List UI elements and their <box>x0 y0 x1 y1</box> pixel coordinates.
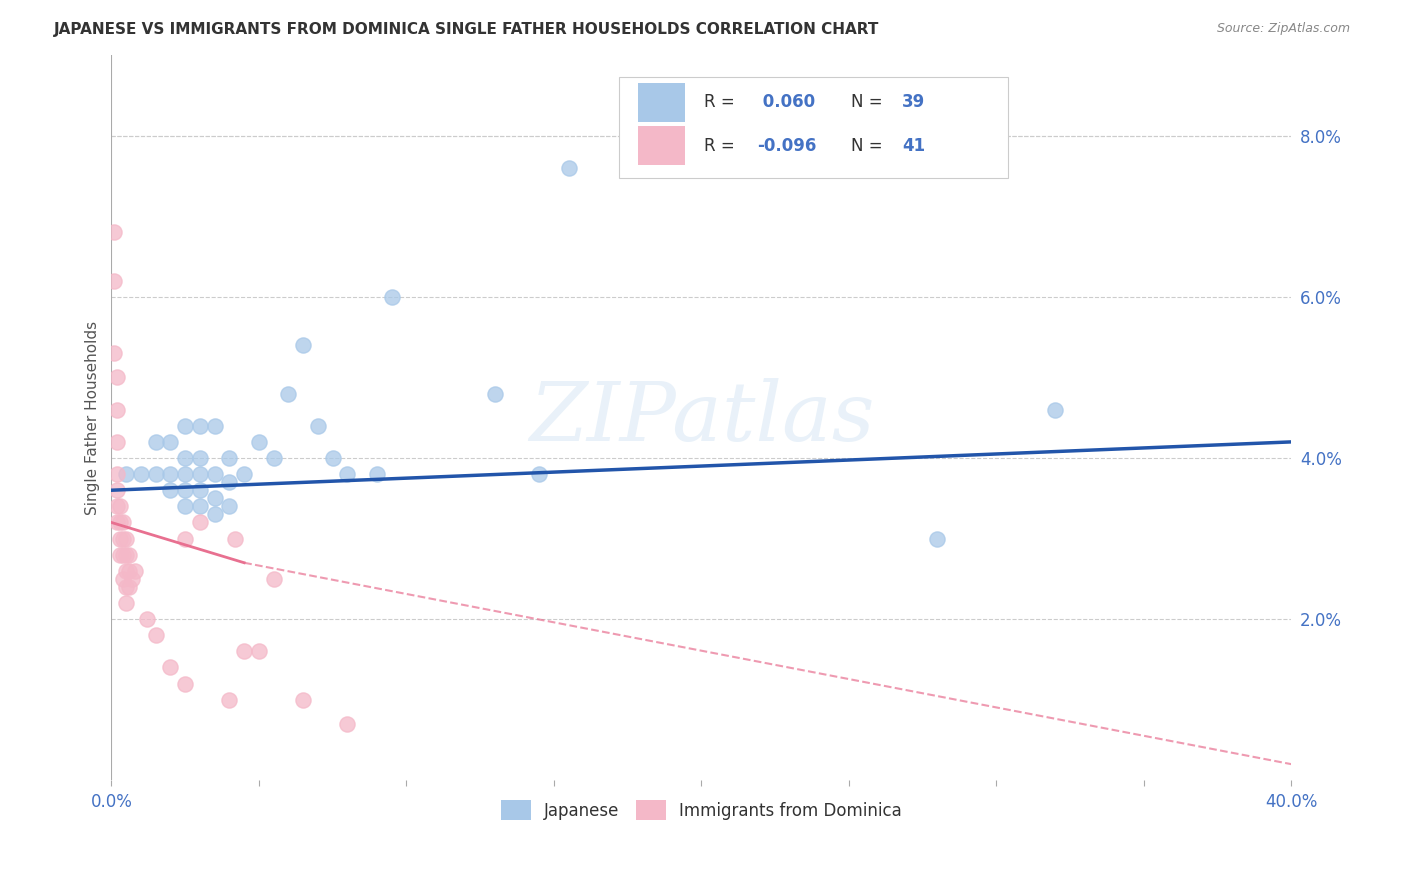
Point <box>322 450 344 465</box>
Point <box>336 467 359 482</box>
Point <box>115 580 138 594</box>
Point <box>218 500 240 514</box>
FancyBboxPatch shape <box>638 83 685 122</box>
Point <box>188 450 211 465</box>
Point <box>224 532 246 546</box>
Text: ZIPatlas: ZIPatlas <box>529 377 875 458</box>
Point <box>557 161 579 175</box>
Point <box>233 644 256 658</box>
Point <box>188 418 211 433</box>
Point <box>159 467 181 482</box>
Point <box>174 676 197 690</box>
Point <box>118 548 141 562</box>
Point <box>110 532 132 546</box>
Text: N =: N = <box>851 136 889 155</box>
Point <box>174 467 197 482</box>
Point <box>292 692 315 706</box>
Point <box>115 467 138 482</box>
Text: -0.096: -0.096 <box>756 136 817 155</box>
Point <box>105 467 128 482</box>
Point <box>159 434 181 449</box>
Point <box>927 532 949 546</box>
Point <box>129 467 152 482</box>
Point <box>484 386 506 401</box>
Point <box>115 564 138 578</box>
Point <box>115 548 138 562</box>
Text: R =: R = <box>704 136 740 155</box>
Point <box>103 226 125 240</box>
Point <box>121 572 143 586</box>
Point <box>105 370 128 384</box>
Point <box>381 290 404 304</box>
Point <box>105 500 128 514</box>
Text: 0.060: 0.060 <box>756 94 815 112</box>
Point <box>218 475 240 490</box>
Point <box>218 692 240 706</box>
Point <box>366 467 388 482</box>
Point <box>112 572 135 586</box>
Point <box>1045 402 1067 417</box>
Point <box>188 500 211 514</box>
Point <box>263 450 285 465</box>
Point <box>115 532 138 546</box>
Point <box>263 572 285 586</box>
Text: Source: ZipAtlas.com: Source: ZipAtlas.com <box>1216 22 1350 36</box>
Point <box>174 483 197 498</box>
Point <box>105 402 128 417</box>
Legend: Japanese, Immigrants from Dominica: Japanese, Immigrants from Dominica <box>494 794 908 826</box>
FancyBboxPatch shape <box>638 126 685 165</box>
Point <box>174 418 197 433</box>
Point <box>247 434 270 449</box>
Point <box>218 450 240 465</box>
Text: R =: R = <box>704 94 740 112</box>
Point <box>247 644 270 658</box>
Point <box>112 516 135 530</box>
Point <box>336 717 359 731</box>
Point <box>174 532 197 546</box>
Point <box>307 418 329 433</box>
Y-axis label: Single Father Households: Single Father Households <box>86 320 100 515</box>
Point <box>204 508 226 522</box>
Point <box>188 516 211 530</box>
Text: 39: 39 <box>903 94 925 112</box>
Point <box>145 434 167 449</box>
Point <box>103 346 125 360</box>
Point <box>159 660 181 674</box>
Point <box>292 338 315 352</box>
Point <box>174 500 197 514</box>
FancyBboxPatch shape <box>619 77 1008 178</box>
Point <box>112 548 135 562</box>
Point <box>110 516 132 530</box>
Point <box>110 548 132 562</box>
Point <box>118 580 141 594</box>
Point <box>204 467 226 482</box>
Point <box>105 483 128 498</box>
Point <box>527 467 550 482</box>
Point <box>115 596 138 610</box>
Point <box>110 500 132 514</box>
Text: JAPANESE VS IMMIGRANTS FROM DOMINICA SINGLE FATHER HOUSEHOLDS CORRELATION CHART: JAPANESE VS IMMIGRANTS FROM DOMINICA SIN… <box>53 22 879 37</box>
Point <box>174 450 197 465</box>
Point <box>105 516 128 530</box>
Point <box>145 628 167 642</box>
Point <box>188 483 211 498</box>
Point <box>145 467 167 482</box>
Point <box>124 564 146 578</box>
Point <box>204 418 226 433</box>
Point <box>188 467 211 482</box>
Point <box>105 434 128 449</box>
Point <box>159 483 181 498</box>
Point <box>135 612 157 626</box>
Point <box>103 274 125 288</box>
Point <box>118 564 141 578</box>
Point <box>112 532 135 546</box>
Point <box>233 467 256 482</box>
Text: N =: N = <box>851 94 889 112</box>
Text: 41: 41 <box>903 136 925 155</box>
Point <box>277 386 299 401</box>
Point <box>204 491 226 506</box>
